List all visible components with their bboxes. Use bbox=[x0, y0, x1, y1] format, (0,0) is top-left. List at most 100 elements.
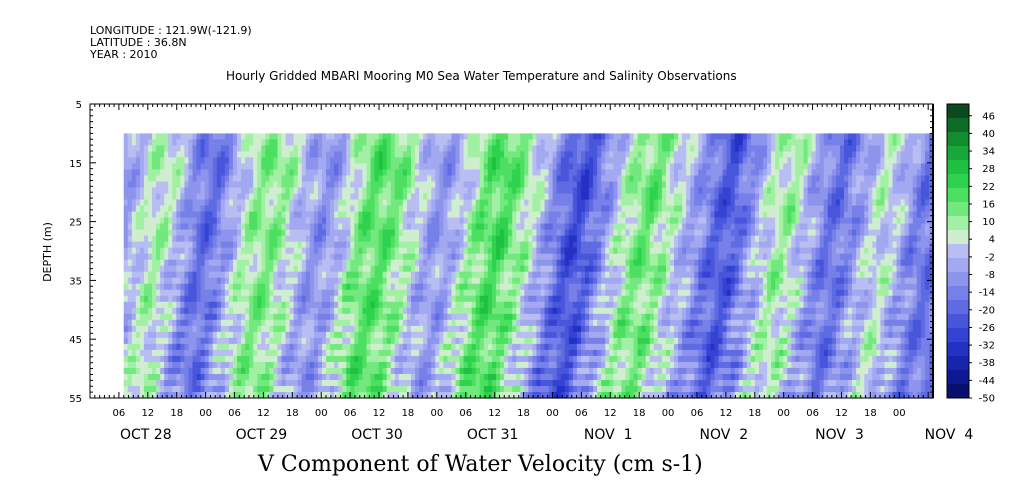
heatmap-cell bbox=[386, 319, 392, 327]
heatmap-cell bbox=[135, 271, 141, 279]
heatmap-cell bbox=[317, 391, 323, 399]
heatmap-cell bbox=[321, 343, 327, 351]
heatmap-cell bbox=[508, 271, 513, 279]
heatmap-cell bbox=[443, 379, 449, 387]
heatmap-cell bbox=[386, 301, 392, 309]
heatmap-cell bbox=[321, 247, 327, 255]
heatmap-cell bbox=[208, 343, 214, 351]
heatmap-cell bbox=[394, 355, 400, 363]
heatmap-cell bbox=[212, 331, 218, 339]
heatmap-cell bbox=[139, 199, 145, 207]
heatmap-cell bbox=[576, 151, 582, 159]
heatmap-cell bbox=[131, 373, 137, 381]
heatmap-cell bbox=[253, 331, 258, 339]
heatmap-cell bbox=[228, 223, 234, 231]
heatmap-cell bbox=[346, 133, 351, 141]
heatmap-cell bbox=[370, 169, 376, 177]
heatmap-cell bbox=[560, 385, 566, 393]
heatmap-cell bbox=[131, 367, 137, 375]
heatmap-cell bbox=[152, 205, 157, 213]
heatmap-cell bbox=[148, 325, 153, 333]
heatmap-cell bbox=[580, 133, 586, 141]
heatmap-cell bbox=[524, 271, 529, 279]
heatmap-cell bbox=[459, 223, 465, 231]
heatmap-cell bbox=[504, 349, 509, 357]
heatmap-cell bbox=[487, 271, 493, 279]
heatmap-cell bbox=[516, 241, 521, 249]
heatmap-cell bbox=[293, 301, 299, 309]
heatmap-cell bbox=[386, 211, 392, 219]
heatmap-cell bbox=[487, 205, 493, 213]
heatmap-cell bbox=[317, 229, 323, 237]
heatmap-cell bbox=[362, 145, 368, 153]
heatmap-cell bbox=[148, 265, 153, 273]
heatmap-cell bbox=[528, 217, 534, 225]
heatmap-cell bbox=[184, 319, 190, 327]
heatmap-cell bbox=[301, 319, 307, 327]
heatmap-cell bbox=[439, 253, 444, 261]
heatmap-cell bbox=[188, 247, 194, 255]
heatmap-cell bbox=[241, 343, 246, 351]
heatmap-cell bbox=[415, 265, 420, 273]
heatmap-cell bbox=[253, 337, 258, 345]
heatmap-cell bbox=[148, 169, 153, 177]
heatmap-cell bbox=[269, 223, 275, 231]
heatmap-cell bbox=[479, 349, 485, 357]
heatmap-cell bbox=[309, 145, 315, 153]
heatmap-cell bbox=[188, 175, 194, 183]
heatmap-cell bbox=[358, 265, 364, 273]
heatmap-cell bbox=[216, 229, 222, 237]
heatmap-cell bbox=[273, 391, 279, 399]
heatmap-cell bbox=[483, 163, 489, 171]
heatmap-cell bbox=[386, 307, 392, 315]
heatmap-cell bbox=[135, 337, 141, 345]
heatmap-cell bbox=[568, 373, 574, 381]
heatmap-cell bbox=[143, 373, 149, 381]
heatmap-cell bbox=[564, 379, 570, 387]
heatmap-cell bbox=[370, 265, 376, 273]
heatmap-cell bbox=[415, 367, 420, 375]
heatmap-cell bbox=[487, 133, 493, 141]
heatmap-cell bbox=[168, 253, 173, 261]
heatmap-cell bbox=[354, 145, 360, 153]
heatmap-cell bbox=[443, 337, 449, 345]
heatmap-cell bbox=[253, 175, 258, 183]
heatmap-cell bbox=[350, 343, 355, 351]
heatmap-cell bbox=[220, 205, 226, 213]
heatmap-cell bbox=[504, 139, 509, 147]
heatmap-cell bbox=[374, 181, 380, 189]
heatmap-cell bbox=[443, 199, 449, 207]
heatmap-cell bbox=[528, 391, 534, 399]
heatmap-cell bbox=[358, 271, 364, 279]
heatmap-cell bbox=[317, 253, 323, 261]
heatmap-cell bbox=[362, 349, 368, 357]
heatmap-cell bbox=[326, 247, 331, 255]
heatmap-cell bbox=[572, 217, 578, 225]
heatmap-cell bbox=[232, 229, 238, 237]
heatmap-cell bbox=[491, 259, 497, 267]
heatmap-cell bbox=[362, 235, 368, 243]
heatmap-cell bbox=[358, 157, 364, 165]
heatmap-cell bbox=[435, 343, 440, 351]
heatmap-cell bbox=[508, 277, 513, 285]
heatmap-cell bbox=[471, 337, 477, 345]
heatmap-cell bbox=[245, 259, 250, 267]
heatmap-cell bbox=[204, 259, 210, 267]
heatmap-cell bbox=[200, 169, 206, 177]
heatmap-cell bbox=[257, 319, 262, 327]
heatmap-cell bbox=[313, 289, 319, 297]
heatmap-cell bbox=[249, 253, 254, 261]
heatmap-cell bbox=[196, 319, 202, 327]
heatmap-cell bbox=[520, 247, 525, 255]
heatmap-cell bbox=[427, 133, 432, 141]
heatmap-cell bbox=[148, 247, 153, 255]
heatmap-cell bbox=[257, 379, 262, 387]
heatmap-cell bbox=[366, 283, 372, 291]
heatmap-cell bbox=[273, 211, 279, 219]
heatmap-cell bbox=[512, 337, 517, 345]
heatmap-cell bbox=[135, 343, 141, 351]
heatmap-cell bbox=[265, 211, 270, 219]
heatmap-cell bbox=[495, 283, 501, 291]
heatmap-cell bbox=[131, 337, 137, 345]
heatmap-cell bbox=[131, 325, 137, 333]
